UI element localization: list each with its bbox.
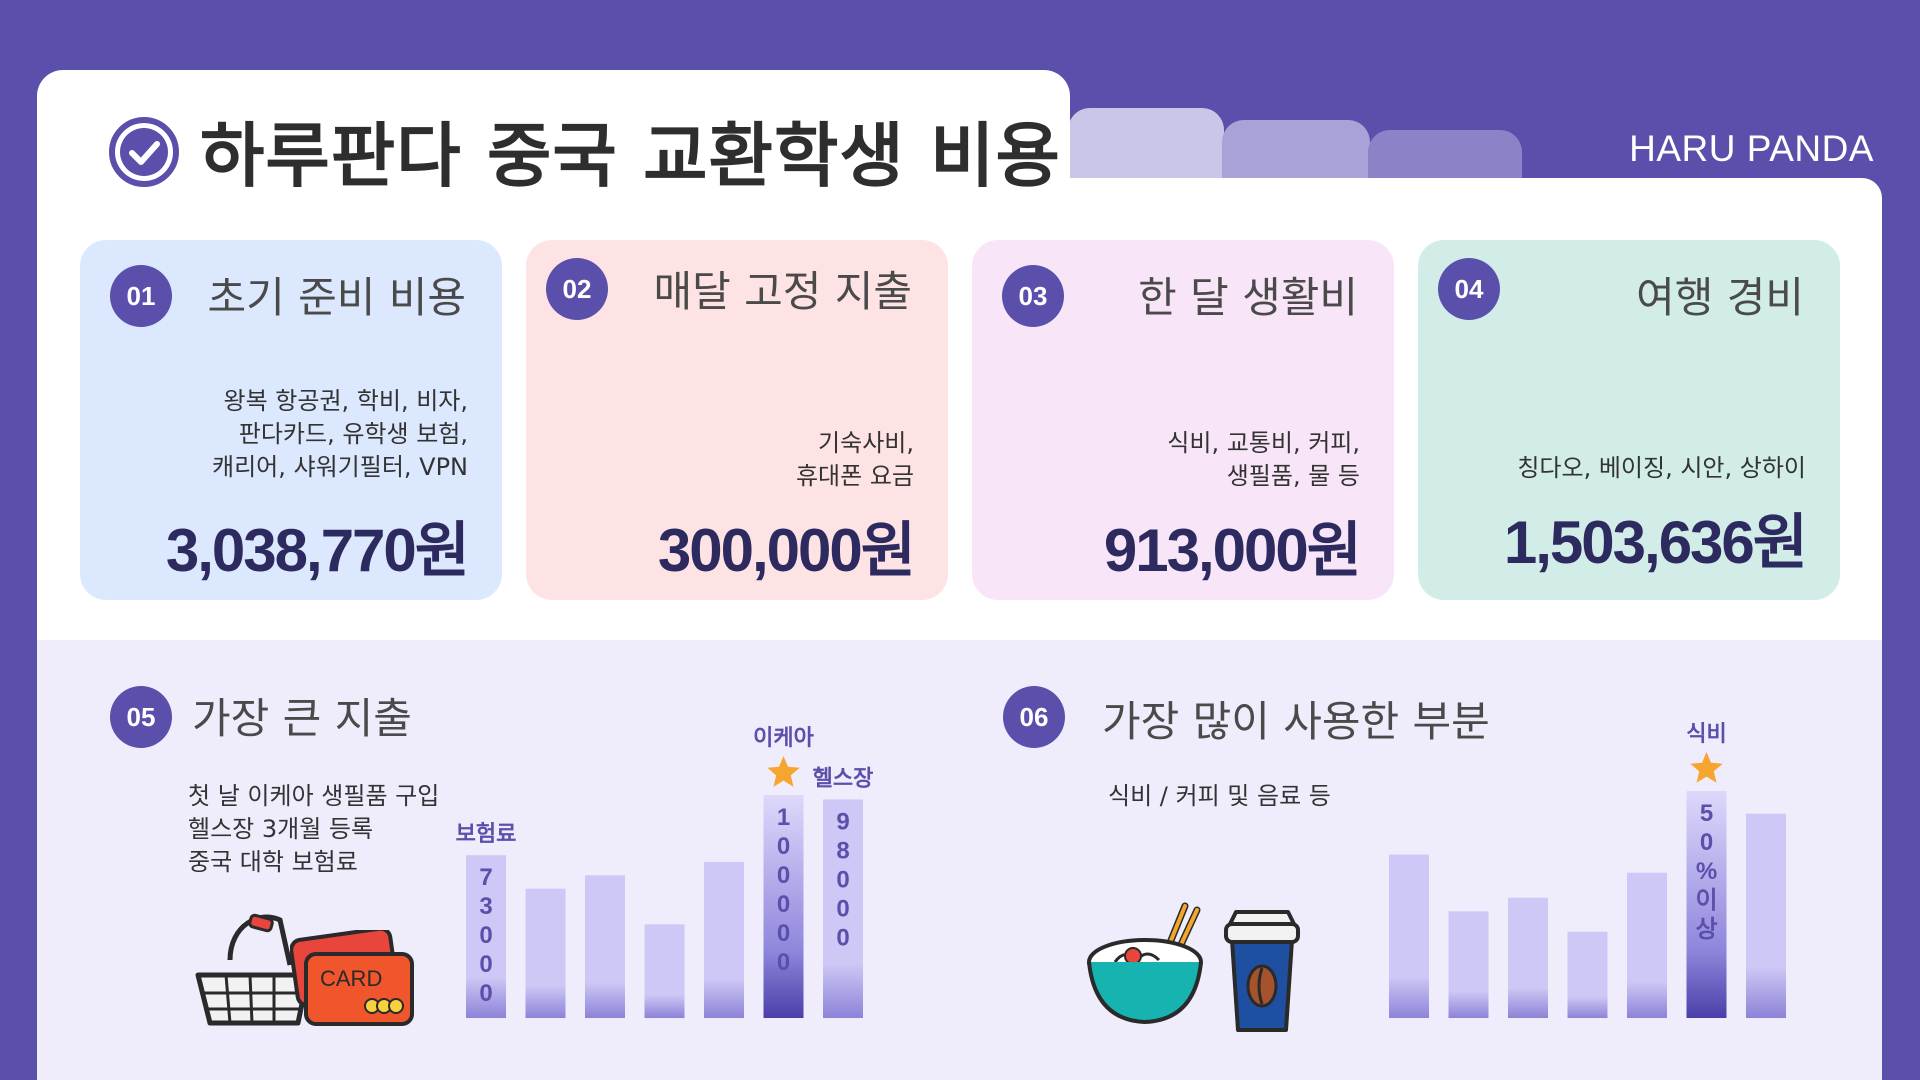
card-number: 02 [546,258,608,320]
card-initial-cost: 01 초기 준비 비용 왕복 항공권, 학비, 비자, 판다카드, 유학생 보험… [80,240,502,600]
section-description: 식비 / 커피 및 음료 등 [1108,780,1331,813]
star-icon [1690,752,1723,783]
card-title: 초기 준비 비용 [207,273,466,322]
section-desc-line: 첫 날 이케아 생필품 구입 [188,782,440,810]
chart2-bar-4 [1627,872,1667,1018]
card-label-text: CARD [320,966,382,991]
card-amount: 913,000원 [1103,517,1362,584]
card-number: 01 [110,265,172,327]
section-title-most-used: 가장 많이 사용한 부분 [1102,697,1490,746]
card-desc-line: 판다카드, 유학생 보험, [238,420,468,448]
chart1-bar-0 [466,855,506,1018]
noodle-bowl-icon [1087,902,1203,1025]
card-description: 식비, 교통비, 커피, 생필품, 물 등 [1167,427,1360,493]
card-monthly-fixed: 02 매달 고정 지출 기숙사비, 휴대폰 요금 300,000원 [526,240,948,600]
brand-name: HARU PANDA [1629,128,1874,169]
coffee-cup-icon [1224,910,1300,1032]
card-desc-line: 휴대폰 요금 [795,462,914,490]
section-number: 05 [110,686,172,748]
header-tab-2 [1222,120,1370,180]
card-desc-line: 생필품, 물 등 [1226,462,1360,490]
shopping-basket-icon [195,913,311,1026]
section-description: 첫 날 이케아 생필품 구입 헬스장 3개월 등록 중국 대학 보험료 [188,780,439,879]
card-title: 여행 경비 [1636,273,1804,322]
page-title: 하루판다 중국 교환학생 비용 [200,115,1061,197]
card-amount: 1,503,636원 [1503,509,1808,576]
chart1-bar-top-label-6: 헬스장 [813,766,874,791]
chart1-bar-3 [644,924,685,1018]
card-desc-line: 식비, 교통비, 커피, [1167,429,1360,457]
chart2-bar-0 [1389,854,1429,1018]
chart2-bar-value-label-5: 5 0% 이 상 [1695,800,1717,943]
title-tab [37,70,1070,270]
chart2-bar-top-label-5: 식비 [1686,722,1726,747]
section-desc-line: 식비 / 커피 및 음료 등 [1108,782,1331,810]
header-tab-3 [1368,130,1522,180]
card-desc-line: 캐리어, 샤워기필터, VPN [212,453,468,481]
card-desc-line: 왕복 항공권, 학비, 비자, [223,387,469,415]
card-title: 한 달 생활비 [1138,273,1358,322]
card-desc-line: 칭다오, 베이징, 시안, 상하이 [1517,454,1806,482]
card-travel: 04 여행 경비 칭다오, 베이징, 시안, 상하이 1,503,636원 [1418,240,1840,600]
star-icon [767,756,800,787]
chart2-bar-1 [1448,911,1489,1018]
chart2-bar-6 [1746,813,1786,1018]
header-tab-1 [1068,108,1224,180]
section-title-biggest-expense: 가장 큰 지출 [192,694,412,743]
chart2-bar-2 [1508,897,1548,1018]
chart1-bar-top-label-5: 이케아 [753,726,814,751]
card-amount: 3,038,770원 [165,517,470,584]
chart2-bar-3 [1567,931,1608,1018]
chart1-bar-5 [763,795,804,1018]
card-description: 왕복 항공권, 학비, 비자, 판다카드, 유학생 보험, 캐리어, 샤워기필터… [212,385,468,484]
chart2-bar-5 [1686,791,1727,1018]
chart1-bar-1 [525,888,566,1018]
card-number: 03 [1002,265,1064,327]
card-amount: 300,000원 [657,517,916,584]
section-desc-line: 중국 대학 보험료 [188,848,358,876]
card-title: 매달 고정 지출 [653,267,912,316]
section-number: 06 [1003,686,1065,748]
credit-card-icon: CARD [290,930,414,1026]
section-desc-line: 헬스장 3개월 등록 [188,815,374,843]
card-description: 기숙사비, 휴대폰 요금 [796,427,914,493]
card-number: 04 [1438,258,1500,320]
card-description: 칭다오, 베이징, 시안, 상하이 [1517,452,1806,485]
chart1-bar-top-label-0: 보험료 [456,821,517,847]
chart1-bar-6 [823,799,863,1018]
chart1-bar-2 [585,875,625,1018]
card-monthly-living: 03 한 달 생활비 식비, 교통비, 커피, 생필품, 물 등 913,000… [972,240,1394,600]
chart1-bar-4 [704,861,744,1018]
card-desc-line: 기숙사비, [818,429,914,457]
check-circle-icon [109,117,179,187]
